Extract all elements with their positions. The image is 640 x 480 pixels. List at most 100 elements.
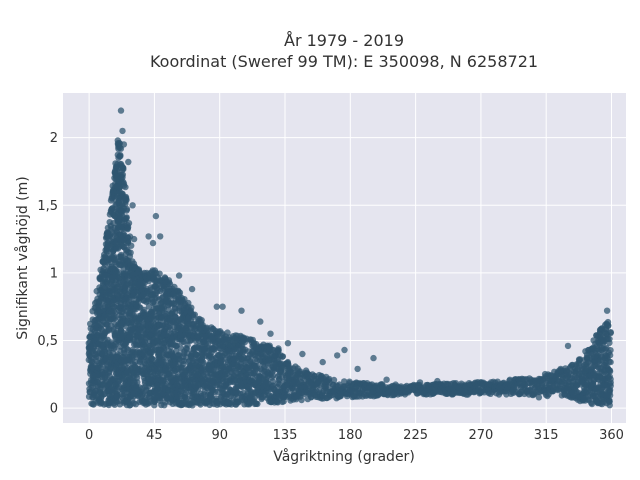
- y-tick-label: 1: [50, 266, 58, 281]
- data-point: [603, 307, 611, 314]
- data-point: [125, 158, 132, 166]
- data-point: [269, 378, 276, 385]
- data-points: [85, 107, 614, 409]
- y-tick-labels: 0 0,5 1 1,5 2: [37, 131, 58, 416]
- data-point: [149, 239, 157, 247]
- data-point: [129, 202, 136, 209]
- data-point: [557, 365, 564, 373]
- data-point: [133, 374, 141, 381]
- data-point: [130, 235, 138, 243]
- data-point: [257, 318, 264, 325]
- data-point: [370, 354, 377, 362]
- data-point: [123, 205, 131, 213]
- chart-title-line-2: Koordinat (Sweref 99 TM): E 350098, N 62…: [150, 52, 538, 71]
- data-point: [341, 378, 348, 385]
- data-point: [535, 394, 543, 401]
- data-point: [111, 312, 118, 320]
- x-tick-label: 135: [273, 428, 298, 443]
- data-point: [117, 153, 124, 160]
- x-tick-label: 0: [85, 428, 93, 443]
- data-point: [607, 347, 614, 354]
- data-point: [156, 270, 163, 277]
- data-point: [134, 379, 141, 386]
- data-point: [299, 350, 306, 358]
- data-point: [606, 398, 613, 405]
- data-point: [582, 348, 589, 355]
- data-point: [298, 396, 305, 404]
- x-tick-label: 360: [599, 428, 624, 443]
- x-tick-label: 315: [534, 428, 559, 443]
- data-point: [607, 379, 614, 386]
- data-point: [334, 352, 341, 359]
- x-tick-label: 90: [211, 428, 228, 443]
- data-point: [127, 249, 134, 256]
- data-point: [120, 141, 128, 148]
- data-point: [113, 393, 121, 400]
- data-point: [434, 377, 441, 385]
- data-point: [577, 356, 584, 363]
- data-point: [117, 107, 125, 114]
- x-axis-label: Vågriktning (grader): [273, 448, 415, 465]
- data-point: [152, 212, 160, 220]
- data-point: [123, 215, 130, 222]
- data-point: [267, 330, 274, 337]
- data-point: [325, 375, 333, 383]
- data-point: [224, 329, 231, 336]
- data-point: [157, 233, 164, 240]
- y-tick-label: 2: [50, 131, 58, 146]
- data-point: [606, 392, 614, 399]
- data-point: [119, 164, 127, 171]
- data-point: [604, 318, 612, 326]
- data-point: [122, 183, 129, 191]
- data-point: [132, 358, 139, 366]
- data-point: [564, 342, 572, 350]
- grid-lines: [63, 93, 626, 423]
- data-point: [138, 392, 146, 399]
- data-point: [274, 347, 282, 354]
- data-point: [145, 233, 152, 240]
- data-point: [319, 358, 326, 366]
- data-point: [606, 368, 614, 375]
- data-point: [188, 285, 196, 293]
- data-point: [141, 306, 148, 314]
- data-point: [188, 304, 195, 311]
- data-point: [606, 352, 614, 359]
- data-point: [191, 311, 198, 318]
- x-tick-label: 180: [338, 428, 363, 443]
- data-point: [606, 335, 613, 343]
- data-point: [607, 358, 614, 366]
- data-point: [354, 365, 361, 373]
- chart-title-line-1: År 1979 - 2019: [284, 31, 404, 50]
- data-point: [176, 289, 184, 296]
- x-tick-label: 225: [403, 428, 428, 443]
- data-point: [199, 360, 206, 367]
- data-point: [330, 376, 338, 384]
- data-point: [119, 127, 126, 135]
- data-point: [119, 174, 126, 181]
- x-tick-label: 270: [468, 428, 493, 443]
- y-axis-label: Signifikant våghöjd (m): [14, 176, 31, 339]
- data-point: [122, 195, 130, 203]
- data-point: [172, 308, 179, 316]
- data-point: [213, 303, 220, 310]
- data-point: [416, 379, 424, 386]
- data-point: [124, 224, 132, 231]
- data-point: [383, 376, 390, 383]
- data-point: [175, 272, 183, 279]
- x-tick-labels: 0 45 90 135 180 225 270 315 360: [85, 428, 624, 443]
- data-point: [254, 400, 261, 408]
- data-point: [607, 329, 614, 337]
- data-point: [117, 251, 125, 259]
- data-point: [219, 303, 226, 310]
- data-point: [284, 340, 292, 347]
- data-point: [120, 230, 127, 237]
- data-point: [341, 346, 348, 354]
- x-tick-label: 45: [146, 428, 163, 443]
- data-point: [279, 353, 287, 360]
- data-point: [128, 242, 135, 249]
- y-tick-label: 0: [50, 402, 58, 417]
- data-point: [238, 307, 245, 314]
- y-tick-label: 1,5: [37, 199, 58, 214]
- y-tick-label: 0,5: [37, 334, 58, 349]
